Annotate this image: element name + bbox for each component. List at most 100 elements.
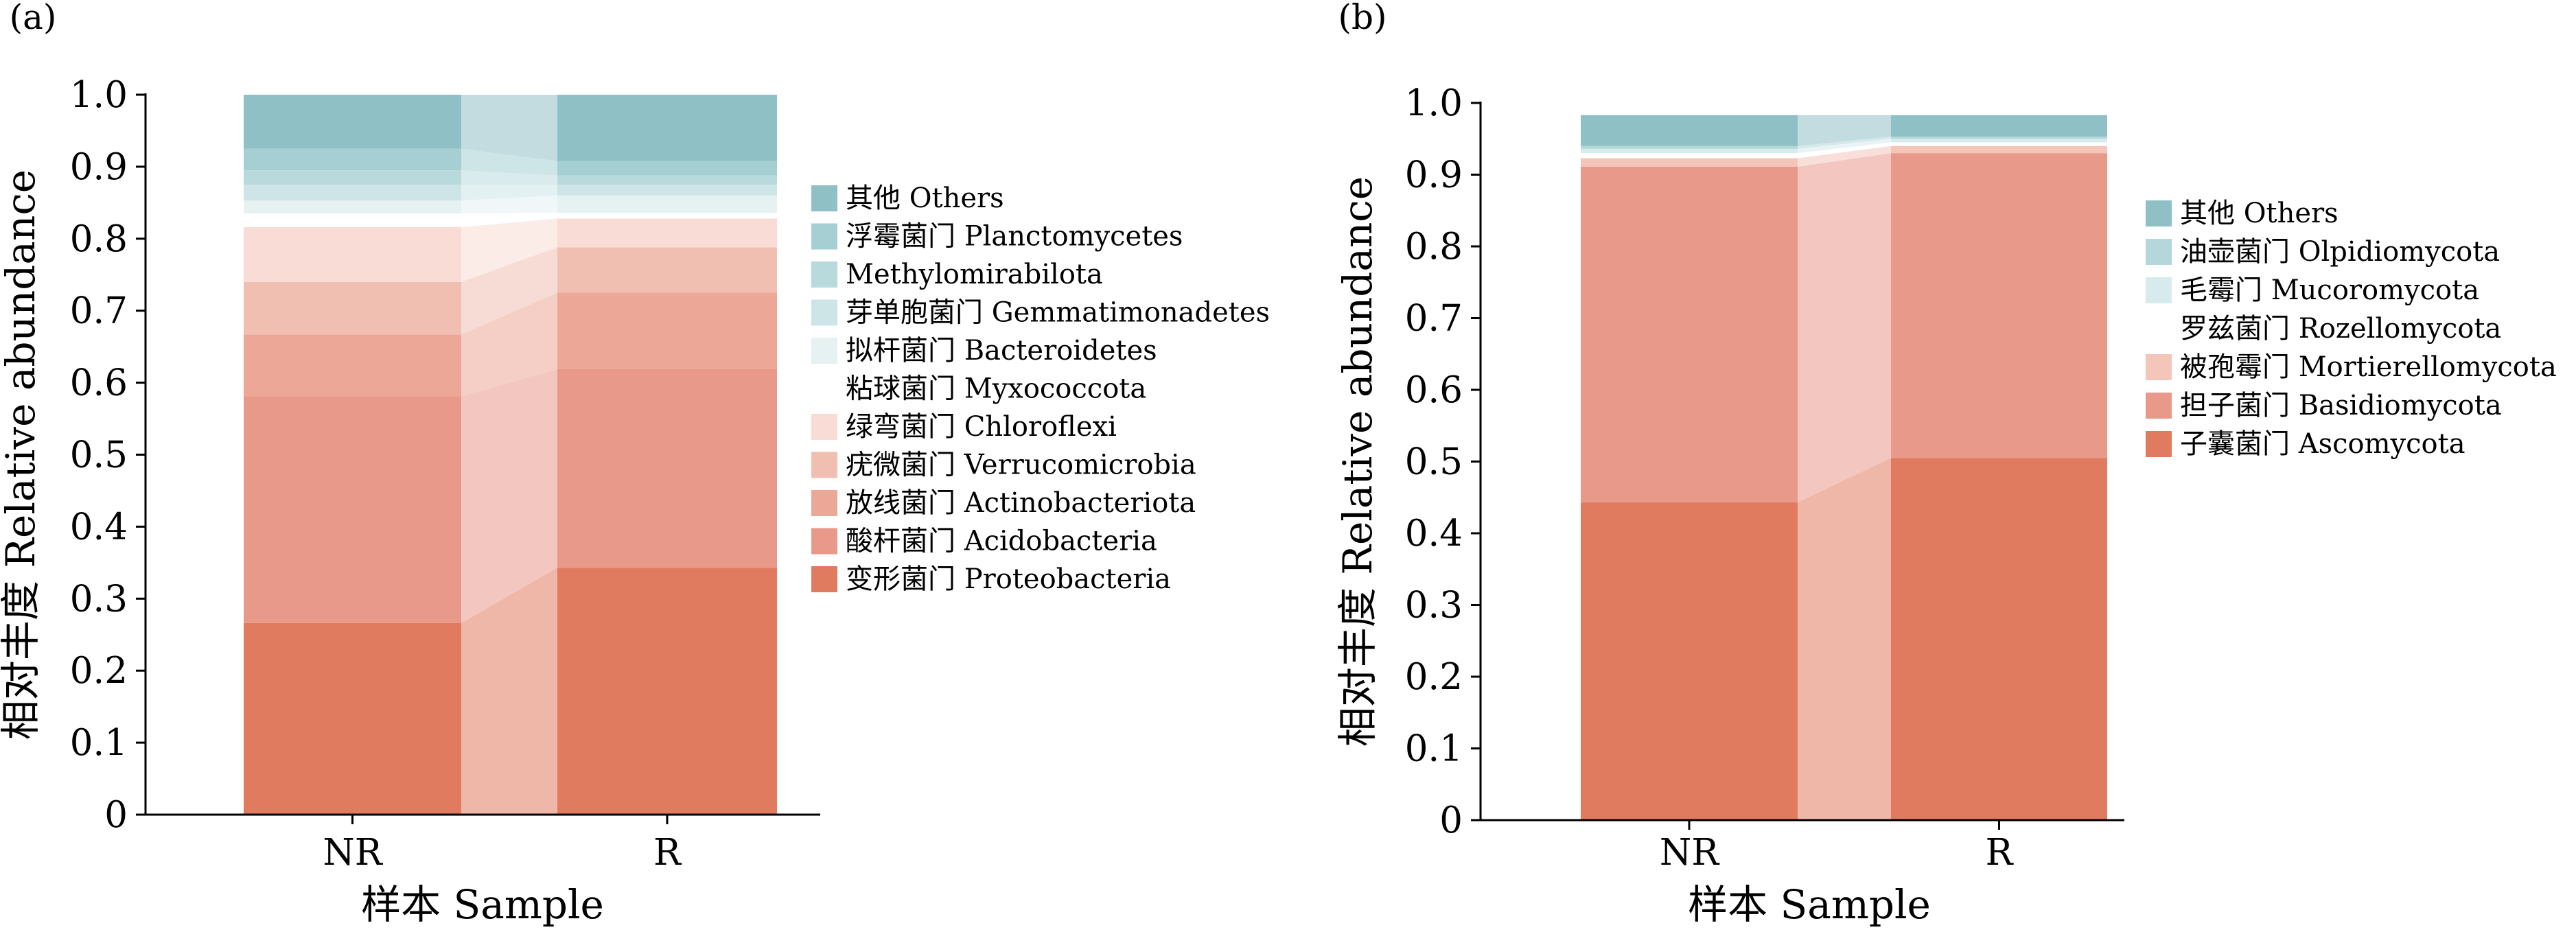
- connector-band: [1798, 142, 1891, 159]
- connector-band: [461, 195, 557, 214]
- legend-swatch: [811, 528, 837, 555]
- y-tick-label: 0.8: [70, 218, 128, 260]
- y-tick-label: 0.9: [70, 146, 128, 188]
- legend-item: 其他 Others: [2146, 198, 2339, 229]
- legend-item: 疣微菌门 Verrucomicrobia: [811, 450, 1196, 481]
- x-tick-label: NR: [323, 832, 383, 874]
- legend-item: 罗兹菌门 Rozellomycota: [2146, 313, 2501, 345]
- stack-connectors: [1798, 115, 1891, 820]
- legend-item: 子囊菌门 Ascomycota: [2146, 428, 2465, 460]
- connector-band: [1798, 153, 1891, 503]
- chart-panel-b: 0 0.1 0.2 0.3 0.4 0.5 0.6 0.7 0.8 0.9 1.0 NR R 样本 Sam…: [1334, 0, 2557, 928]
- x-axis-title: 样本 Sample: [1688, 881, 1931, 928]
- connector-band: [461, 170, 557, 185]
- bar-segment: [1891, 139, 2107, 143]
- legend-swatch: [811, 223, 837, 250]
- legend-label: 放线菌门 Actinobacteriota: [846, 487, 1196, 519]
- bar-segment: [1891, 145, 2107, 154]
- legend-item: 变形菌门 Proteobacteria: [811, 563, 1171, 595]
- connector-band: [461, 95, 557, 161]
- y-tick-label: 0.6: [70, 362, 128, 404]
- connector-band: [1798, 115, 1891, 146]
- legend-item: 粘球菌门 Myxococcota: [811, 373, 1146, 405]
- y-tick-label: 1.0: [1405, 82, 1463, 124]
- legend-label: Methylomirabilota: [846, 259, 1103, 290]
- y-tick-label: 0.7: [1405, 298, 1463, 340]
- connector-band: [461, 292, 557, 397]
- bar-segment: [244, 622, 461, 815]
- bar-segment: [557, 213, 777, 219]
- legend-item: 油壶菌门 Olpidiomycota: [2146, 236, 2500, 268]
- legend-item: 放线菌门 Actinobacteriota: [811, 487, 1196, 519]
- legend-swatch: [2146, 239, 2172, 265]
- legend-swatch: [2146, 277, 2172, 303]
- connector-band: [461, 247, 557, 335]
- bar-segment: [557, 175, 777, 185]
- connector-band: [461, 218, 557, 282]
- bar-segment: [244, 148, 461, 171]
- y-tick-label: 0.2: [1405, 656, 1463, 698]
- connector-band: [461, 369, 557, 623]
- legend-swatch: [811, 299, 837, 326]
- legend-swatch: [811, 566, 837, 592]
- legend-label: 粘球菌门 Myxococcota: [846, 373, 1146, 405]
- bar-segment: [1581, 115, 1798, 146]
- legend-swatch: [811, 414, 837, 440]
- legend-item: 毛霉门 Mucoromycota: [2146, 275, 2479, 306]
- bar-segment: [1581, 158, 1798, 167]
- bar-segment: [244, 170, 461, 185]
- bar-segment: [1891, 115, 2107, 137]
- legend-swatch: [2146, 354, 2172, 380]
- panel-label: (b): [1338, 0, 1386, 37]
- legend-label: 绿弯菌门 Chloroflexi: [846, 411, 1117, 443]
- bar-segment: [557, 218, 777, 248]
- legend-label: 芽单胞菌门 Gemmatimonadetes: [846, 297, 1270, 329]
- legend-swatch: [2146, 316, 2172, 342]
- legend-item: 酸杆菌门 Acidobacteria: [811, 526, 1157, 557]
- legend: 其他 Others 浮霉菌门 Planctomycetes Methylomirab…: [811, 183, 1270, 595]
- chart-panel-a: 0 0.1 0.2 0.3 0.4 0.5 0.6 0.7 0.8 0.9 1.0 NR R 样本 Sam…: [0, 0, 1270, 928]
- bar-segment: [557, 95, 777, 161]
- y-tick-label: 0.1: [70, 722, 128, 764]
- legend-item: 担子菌门 Basidiomycota: [2146, 390, 2502, 421]
- y-tick-label: 0.4: [1405, 513, 1463, 555]
- y-tick-label: 1.0: [70, 74, 128, 116]
- bar-segment: [244, 200, 461, 214]
- y-tick-label: 0: [104, 794, 128, 836]
- legend-label: 其他 Others: [846, 183, 1004, 214]
- bar-segment: [244, 185, 461, 201]
- y-axis-title: 相对丰度 Relative abundance: [1334, 176, 1381, 747]
- y-axis-title: 相对丰度 Relative abundance: [0, 170, 44, 740]
- connector-band: [1798, 458, 1891, 820]
- bar-segment: [244, 227, 461, 282]
- legend-item: 被孢霉门 Mortierellomycota: [2146, 351, 2557, 383]
- legend-swatch: [2146, 200, 2172, 226]
- y-tick-label: 0.1: [1405, 728, 1463, 770]
- bar-segment: [1891, 153, 2107, 458]
- connector-band: [1798, 137, 1891, 149]
- legend-label: 担子菌门 Basidiomycota: [2180, 390, 2502, 421]
- connector-band: [461, 213, 557, 228]
- bar-segment: [557, 369, 777, 568]
- y-tick-label: 0.8: [1405, 226, 1463, 268]
- bar-segment: [1891, 142, 2107, 146]
- legend-label: 拟杆菌门 Bacteroidetes: [846, 335, 1157, 366]
- bar-segment: [1581, 145, 1798, 149]
- legend-item: 浮霉菌门 Planctomycetes: [811, 221, 1183, 253]
- bar-segment: [557, 292, 777, 369]
- stack-connectors: [461, 95, 557, 815]
- legend-label: 变形菌门 Proteobacteria: [846, 563, 1171, 595]
- legend-item: 其他 Others: [811, 183, 1004, 214]
- y-tick-label: 0.7: [70, 290, 128, 332]
- connector-band: [461, 568, 557, 815]
- y-tick-label: 0.6: [1405, 369, 1463, 411]
- legend-label: 疣微菌门 Verrucomicrobia: [846, 450, 1196, 481]
- connector-band: [1798, 139, 1891, 154]
- legend-label: 浮霉菌门 Planctomycetes: [846, 221, 1183, 253]
- bar-segment: [1891, 137, 2107, 139]
- x-tick-label: R: [1986, 832, 2015, 874]
- bar-segment: [1891, 458, 2107, 820]
- legend-swatch: [811, 338, 837, 364]
- y-tick-label: 0.3: [1405, 585, 1463, 627]
